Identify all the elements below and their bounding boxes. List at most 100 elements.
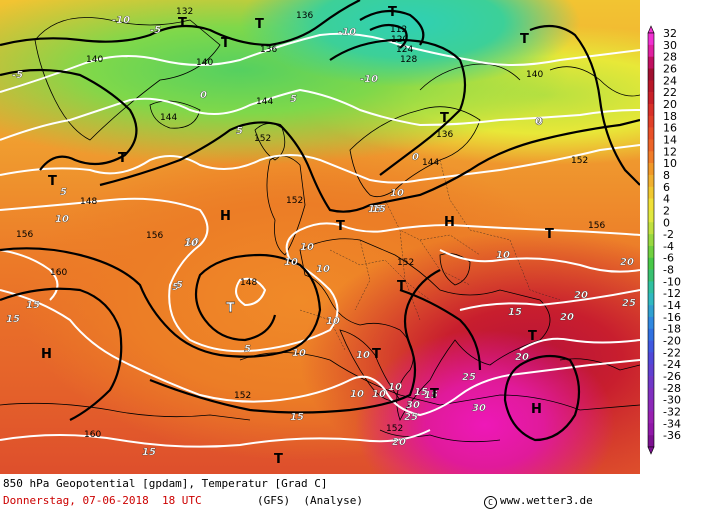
legend-swatch bbox=[648, 68, 654, 81]
legend-swatch bbox=[648, 139, 654, 152]
geo-label: 144 bbox=[160, 113, 177, 123]
temp-label: 5 bbox=[236, 126, 243, 137]
legend-swatch bbox=[648, 340, 654, 353]
legend-value: 32 bbox=[663, 27, 677, 40]
legend-value: -14 bbox=[663, 299, 681, 312]
low-pressure-marker: T bbox=[440, 111, 449, 126]
legend-bottom-arrow bbox=[647, 446, 655, 455]
temp-label: 10 bbox=[390, 188, 404, 199]
low-pressure-marker: T bbox=[388, 5, 397, 20]
geo-label: 136 bbox=[260, 45, 277, 55]
legend-value: 2 bbox=[663, 204, 670, 217]
low-pressure-marker: T bbox=[118, 151, 127, 166]
low-pressure-marker: T bbox=[545, 227, 554, 242]
temp-label: 10 bbox=[185, 237, 199, 248]
legend-value: -28 bbox=[663, 382, 681, 395]
legend-swatch bbox=[648, 44, 654, 57]
legend-value: 26 bbox=[663, 62, 677, 75]
temp-label: 20 bbox=[392, 437, 406, 448]
geo-label: 152 bbox=[234, 391, 251, 401]
legend-value: -18 bbox=[663, 323, 681, 336]
temp-label: 20 bbox=[515, 352, 529, 363]
legend-swatch bbox=[648, 376, 654, 389]
legend-swatch bbox=[648, 103, 654, 117]
low-pressure-marker: T bbox=[397, 279, 406, 294]
temp-label: -10 bbox=[338, 27, 356, 38]
temp-label: 5 bbox=[244, 344, 251, 355]
temp-label: 10 bbox=[292, 348, 306, 359]
legend-swatch bbox=[648, 411, 654, 424]
temp-label: 5 bbox=[290, 94, 297, 105]
geo-label: 128 bbox=[400, 55, 417, 65]
legend-value: -26 bbox=[663, 370, 681, 383]
temp-label: 10 bbox=[356, 350, 370, 361]
high-pressure-marker: H bbox=[531, 402, 542, 417]
high-pressure-marker: H bbox=[41, 347, 52, 362]
low-pressure-marker: T bbox=[48, 174, 57, 189]
legend-value: -4 bbox=[663, 240, 674, 253]
low-pressure-marker: T bbox=[255, 17, 264, 32]
weather-map: 132 136 140 148 144 152 156 160 136 140 … bbox=[0, 0, 641, 475]
temp-label: 15 bbox=[372, 204, 386, 215]
valid-time: Donnerstag, 07-06-2018 18 UTC bbox=[3, 494, 202, 507]
legend-value: 10 bbox=[663, 157, 677, 170]
geo-label: 136 bbox=[296, 11, 313, 21]
legend-swatch bbox=[648, 80, 654, 93]
legend-value: 24 bbox=[663, 74, 677, 87]
legend-swatches bbox=[647, 32, 655, 448]
temp-label: 15 bbox=[6, 314, 20, 325]
legend-swatch bbox=[648, 174, 654, 188]
map-caption: 850 hPa Geopotential [gpdam], Temperatur… bbox=[3, 477, 328, 490]
geo-label: 148 bbox=[240, 278, 257, 288]
temp-label: 25 bbox=[404, 412, 418, 423]
geopotential-contours bbox=[0, 0, 640, 442]
legend-value: 4 bbox=[663, 193, 670, 206]
geo-label: 132 bbox=[176, 7, 193, 17]
credit-link[interactable]: www.wetter3.de bbox=[500, 494, 593, 507]
temp-label: 30 bbox=[472, 403, 486, 414]
legend-swatch bbox=[648, 423, 654, 436]
temp-label: 0 bbox=[535, 116, 542, 127]
geo-label: 152 bbox=[397, 258, 414, 268]
legend-value: -32 bbox=[663, 406, 681, 419]
legend-swatch bbox=[648, 222, 654, 235]
temp-label: 20 bbox=[620, 257, 634, 268]
temp-label: 0 bbox=[200, 90, 207, 101]
legend-value: -22 bbox=[663, 346, 681, 359]
legend-swatch bbox=[648, 234, 654, 247]
high-pressure-marker: H bbox=[220, 209, 231, 224]
temp-label: -10 bbox=[112, 15, 130, 26]
temp-label: 10 bbox=[184, 238, 198, 249]
coastlines bbox=[0, 17, 640, 443]
temp-label: 10 bbox=[284, 257, 298, 268]
temp-label: 0 bbox=[536, 117, 543, 128]
geo-label: 156 bbox=[146, 231, 163, 241]
legend-value: -10 bbox=[663, 275, 681, 288]
legend-swatch bbox=[648, 198, 654, 211]
geo-label: 124 bbox=[396, 45, 413, 55]
legend-value: 8 bbox=[663, 169, 670, 182]
low-pressure-marker: T bbox=[528, 329, 537, 344]
temp-label: -10 bbox=[360, 74, 378, 85]
legend-value: 22 bbox=[663, 86, 677, 99]
legend-value: -30 bbox=[663, 394, 681, 407]
legend-swatch bbox=[648, 435, 654, 448]
legend-swatch bbox=[648, 210, 654, 223]
legend-top-arrow bbox=[647, 25, 655, 34]
legend-value: 16 bbox=[663, 122, 677, 135]
temp-label: 15 bbox=[368, 204, 382, 215]
temp-label: 30 bbox=[406, 400, 420, 411]
temp-label: 15 bbox=[26, 300, 40, 311]
low-pressure-marker: T bbox=[372, 347, 381, 362]
legend-value: 30 bbox=[663, 39, 677, 52]
legend-swatch bbox=[648, 305, 654, 318]
low-pressure-marker: T bbox=[430, 387, 439, 402]
geo-label: 140 bbox=[526, 70, 543, 80]
legend-value: 14 bbox=[663, 133, 677, 146]
legend-value: 6 bbox=[663, 181, 670, 194]
temp-label: 10 bbox=[300, 242, 314, 253]
isotherms bbox=[0, 32, 640, 448]
temp-label: 5 bbox=[172, 282, 179, 293]
temp-label: 5 bbox=[176, 280, 183, 291]
